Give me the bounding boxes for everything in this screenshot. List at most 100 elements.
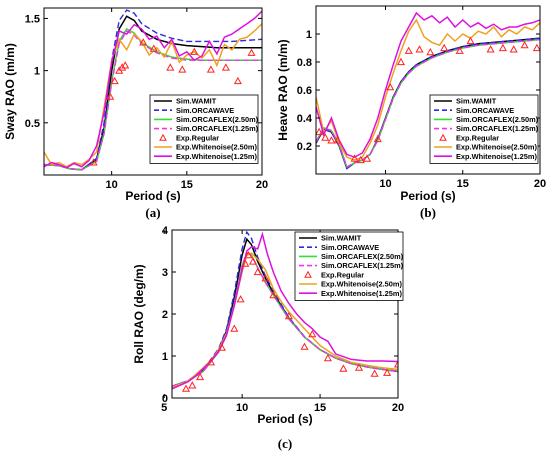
panel-a-legend-box	[149, 94, 259, 164]
panel-b-point-exp-regular-4	[350, 154, 359, 162]
panel-a-ytick-label: 1.5	[25, 13, 40, 25]
panel-c-point-exp-regular-2	[196, 372, 205, 381]
panel-c-point-exp-regular-12	[269, 290, 278, 299]
panel-c-legend-label-exp-regular: Exp.Regular	[321, 270, 364, 279]
panel-b: 10 15 20 0.2 0.4 0.6 0.8 1 Period (s) Heave RAO (…	[276, 5, 546, 220]
panel-b-point-exp-regular-18	[509, 45, 518, 53]
panel-b-ytick-label: 0.4	[297, 113, 313, 125]
panel-c-point-exp-regular-10	[253, 267, 262, 276]
panel-a-legend-label-exp-whitenoise-2-50m: Exp.Whitenoise(2.50m)	[176, 143, 257, 152]
panel-a-point-exp-regular-12	[221, 63, 230, 71]
panel-b-x-axis-label: Period (s)	[400, 189, 455, 203]
panel-b-series-sim-orcaflex-1-25m	[316, 38, 540, 169]
panel-c-legend-box	[294, 231, 404, 301]
panel-b-point-exp-regular-10	[404, 46, 413, 54]
panel-a-point-exp-regular-6	[139, 38, 148, 46]
panel-a-legend-label-sim-orcaflex-2-50m: Sim.ORCAFLEX(2.50m)	[176, 115, 259, 124]
panel-c-point-exp-regular-9	[248, 257, 258, 265]
panel-b-point-exp-regular-15	[466, 36, 475, 45]
panel-b-point-exp-regular-8	[386, 82, 395, 91]
panel-c: 5 10 15 20 0 1 2 3 4 Period (s) Roll RAO (deg/m) (c…	[132, 225, 404, 451]
panel-c-point-exp-regular-13	[284, 311, 293, 320]
panel-a-y-axis-label: Sway RAO (m/m)	[3, 43, 17, 140]
panel-c-point-exp-regular-18	[354, 363, 364, 371]
panel-a-point-exp-regular-7	[149, 44, 158, 52]
panel-b-point-exp-regular-13	[440, 43, 449, 52]
panel-c-plot-area	[172, 230, 398, 392]
panel-c-xtick-label: 5	[161, 402, 167, 414]
panel-a-point-exp-regular-14	[247, 48, 256, 56]
panel-c-legend-label-exp-whitenoise-1-25m: Exp.Whitenoise(1.25m)	[321, 289, 402, 298]
panel-a-series-exp-whitenoise-1-25m	[44, 10, 262, 169]
panel-b-point-exp-regular-12	[426, 47, 435, 56]
panel-b-series-exp-whitenoise-2-50m	[316, 18, 540, 161]
panel-b-xtick-label: 15	[457, 178, 469, 190]
panel-c-legend-label-sim-orcaflex-1-25m: Sim.ORCAFLEX(1.25m)	[321, 261, 404, 270]
panel-c-xtick-label: 15	[314, 402, 326, 414]
panel-b-point-exp-regular-5	[356, 155, 365, 164]
panel-b-point-exp-regular-6	[362, 154, 372, 162]
panel-a-legend-label-sim-orcawave: Sim.ORCAWAVE	[176, 106, 234, 115]
panel-a-point-exp-regular-9	[178, 65, 187, 73]
panel-b-point-exp-regular-1	[321, 133, 330, 141]
panel-a-ytick-label: 1	[34, 66, 40, 78]
panel-c-x-axis-label: Period (s)	[257, 412, 312, 426]
panel-c-ytick-label: 2	[162, 309, 168, 321]
panel-b-point-exp-regular-19	[520, 40, 529, 49]
panel-b-legend-box	[429, 94, 539, 164]
panel-b-legend-label-sim-orcawave: Sim.ORCAWAVE	[456, 106, 514, 115]
panel-c-point-exp-regular-6	[236, 295, 245, 303]
panel-c-ytick-label: 0	[162, 393, 168, 405]
panel-a-point-exp-regular-5	[121, 61, 130, 69]
panel-b-legend-label-sim-orcaflex-1-25m: Sim.ORCAFLEX(1.25m)	[456, 124, 539, 133]
panel-a-x-axis-label: Period (s)	[125, 189, 180, 203]
panel-c-series-exp-whitenoise-1-25m	[172, 231, 398, 390]
panel-c-ytick-label: 1	[162, 351, 168, 363]
panel-c-ytick-label: 3	[162, 267, 168, 279]
panel-a-point-exp-regular-13	[233, 76, 242, 85]
panel-b-ytick-label: 0.8	[297, 57, 312, 69]
panel-a-legend-label-exp-whitenoise-1-25m: Exp.Whitenoise(1.25m)	[176, 152, 257, 161]
panel-a-point-exp-regular-10	[190, 47, 199, 55]
panel-a-point-exp-regular-2	[110, 76, 119, 85]
panel-c-point-exp-regular-21	[393, 360, 398, 368]
panel-c-point-exp-regular-7	[241, 259, 250, 267]
panel-a-plot-area	[44, 9, 262, 171]
panel-c-caption-label: (c)	[278, 436, 292, 451]
panel-c-point-exp-regular-1	[188, 381, 197, 389]
panel-a-axes-frame	[43, 7, 263, 176]
panel-c-legend-label-sim-orcawave: Sim.ORCAWAVE	[321, 243, 379, 252]
panel-b-point-exp-regular-14	[455, 46, 464, 54]
panel-c-point-exp-regular-3	[206, 358, 216, 366]
panel-c-point-exp-regular-14	[300, 342, 309, 350]
panel-b-point-exp-regular-17	[498, 43, 507, 52]
panel-a-xtick-label: 10	[106, 179, 118, 191]
panel-b-legend-label-exp-whitenoise-2-50m: Exp.Whitenoise(2.50m)	[456, 143, 537, 152]
panel-b-point-exp-regular-0	[316, 127, 324, 136]
panel-b-y-axis-label: Heave RAO (m/m)	[276, 39, 290, 140]
panel-c-point-exp-regular-8	[244, 250, 253, 259]
panel-b-legend-label-exp-regular: Exp.Regular	[456, 133, 499, 142]
panel-b-plot-area	[316, 11, 540, 170]
panel-a-point-exp-regular-0	[89, 158, 98, 166]
panel-a-point-exp-regular-11	[206, 65, 215, 73]
panel-c-legend-label-sim-wamit: Sim.WAMIT	[321, 234, 362, 243]
panel-b-xtick-label: 20	[534, 178, 546, 190]
panel-c-point-exp-regular-19	[370, 369, 379, 377]
panel-b-caption-label: (b)	[420, 205, 436, 220]
panel-b-point-exp-regular-11	[415, 45, 424, 53]
panel-b-ytick-label: 0.2	[297, 141, 312, 153]
panel-b-series-sim-orcawave	[316, 37, 540, 170]
panel-c-legend-label-exp-whitenoise-2-50m: Exp.Whitenoise(2.50m)	[321, 280, 402, 289]
panel-b-legend-label-exp-whitenoise-1-25m: Exp.Whitenoise(1.25m)	[456, 152, 537, 161]
panel-b-point-exp-regular-2	[327, 136, 336, 144]
panel-c-xtick-label: 10	[236, 402, 248, 414]
panel-a-legend-swatch-exp-regular	[159, 133, 167, 141]
panel-b-ytick-label: 0.6	[297, 85, 312, 97]
panel-b-legend: Sim.WAMITSim.ORCAWAVESim.ORCAFLEX(2.50m)…	[429, 94, 539, 164]
panel-c-point-exp-regular-16	[323, 353, 332, 362]
panel-b-legend-swatch-exp-regular	[439, 133, 447, 141]
panel-a: 10 15 20 0.5 1 1.5 Period (s) Sway RAO (m/m) (a)…	[3, 7, 268, 220]
panel-c-point-exp-regular-15	[308, 329, 317, 338]
